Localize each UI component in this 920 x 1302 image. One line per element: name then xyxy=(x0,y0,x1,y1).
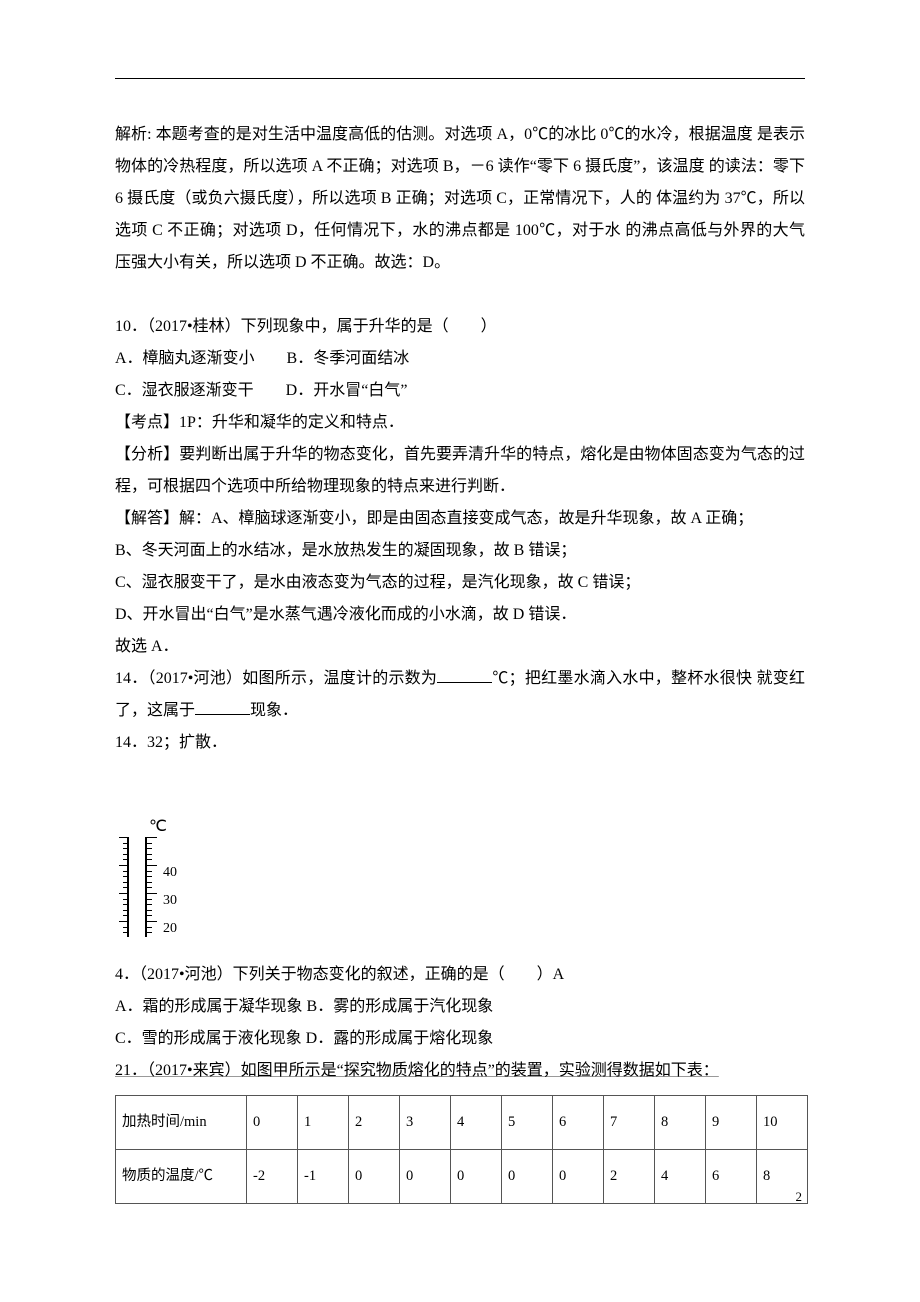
table-cell: 0 xyxy=(349,1150,400,1204)
thermometer-tick xyxy=(123,848,127,849)
question-10: 10．（2017•桂林）下列现象中，属于升华的是（ ） xyxy=(115,311,805,343)
solution-c: C、湿衣服变干了，是水由液态变为气态的过程，是汽化现象，故 C 错误； xyxy=(115,567,805,599)
table-cell: 10 xyxy=(757,1096,808,1150)
thermometer-label: 20 xyxy=(163,915,177,943)
table-cell: 7 xyxy=(604,1096,655,1150)
experiment-data-table: 加热时间/min012345678910物质的温度/℃-2-1000002468 xyxy=(115,1095,808,1204)
answer-14: 14．32；扩散． xyxy=(115,727,805,759)
thermometer-tick xyxy=(147,927,152,928)
exam-point: 【考点】1P：升华和凝华的定义和特点． xyxy=(115,407,805,439)
page-number: 2 xyxy=(796,1184,803,1210)
thermometer-tick xyxy=(119,893,127,894)
header-rule xyxy=(115,78,805,79)
solution-a: 【解答】解：A、樟脑球逐渐变小，即是由固态直接变成气态，故是升华现象，故 A 正… xyxy=(115,503,805,535)
thermometer: ℃ 403020 xyxy=(119,815,189,943)
thermometer-unit: ℃ xyxy=(149,811,167,843)
thermometer-tick xyxy=(147,887,152,888)
thermometer-tick xyxy=(123,871,127,872)
table-cell: 5 xyxy=(502,1096,553,1150)
thermometer-tick xyxy=(123,859,127,860)
thermometer-tick xyxy=(119,837,127,838)
thermometer-tick xyxy=(123,876,127,877)
table-cell: 2 xyxy=(604,1150,655,1204)
thermometer-tick xyxy=(147,843,152,844)
analysis: 【分析】要判断出属于升华的物态变化，首先要弄清升华的特点，熔化是由物体固态变为气… xyxy=(115,439,805,503)
thermometer-tick xyxy=(123,854,127,855)
table-row-label: 加热时间/min xyxy=(116,1096,247,1150)
thermometer-tick xyxy=(123,910,127,911)
table-cell: 0 xyxy=(553,1150,604,1204)
solution-d: D、开水冒出“白气”是水蒸气遇冷液化而成的小水滴，故 D 错误． xyxy=(115,599,805,631)
thermometer-figure: ℃ 403020 xyxy=(119,815,805,943)
thermometer-tick xyxy=(123,932,127,933)
thermometer-tick xyxy=(147,899,152,900)
table-cell: 0 xyxy=(247,1096,298,1150)
thermometer-tick xyxy=(123,882,127,883)
table-cell: 4 xyxy=(655,1150,706,1204)
thermometer-tick xyxy=(147,932,152,933)
table-row: 物质的温度/℃-2-1000002468 xyxy=(116,1150,808,1204)
spacer xyxy=(115,279,805,311)
table-cell: 0 xyxy=(451,1150,502,1204)
q14-text-a: 14．（2017•河池）如图所示，温度计的示数为 xyxy=(115,670,437,687)
thermometer-tick xyxy=(147,871,152,872)
table-cell: 3 xyxy=(400,1096,451,1150)
document-page: 解析: 本题考查的是对生活中温度高低的估测。对选项 A，0℃的冰比 0℃的水冷，… xyxy=(0,0,920,1234)
thermometer-tick xyxy=(123,899,127,900)
thermometer-tick xyxy=(123,843,127,844)
fill-blank xyxy=(437,666,492,683)
table-body: 加热时间/min012345678910物质的温度/℃-2-1000002468 xyxy=(116,1096,808,1204)
table-cell: -1 xyxy=(298,1150,349,1204)
thermometer-tick xyxy=(147,882,152,883)
solution-answer: 故选 A． xyxy=(115,631,805,663)
thermometer-tick xyxy=(123,927,127,928)
fill-blank xyxy=(195,698,250,715)
thermometer-tick xyxy=(147,876,152,877)
thermometer-tick xyxy=(147,915,152,916)
table-cell: 0 xyxy=(502,1150,553,1204)
question-21: 21．（2017•来宾）如图甲所示是“探究物质熔化的特点”的装置，实验测得数据如… xyxy=(115,1055,805,1087)
table-cell: 1 xyxy=(298,1096,349,1150)
thermometer-tick xyxy=(119,865,127,866)
text-line: 解析: 本题考查的是对生活中温度高低的估测。对选项 A，0℃的冰比 0℃的水冷，… xyxy=(115,126,753,143)
table-cell: 6 xyxy=(706,1150,757,1204)
question-4: 4．（2017•河池）下列关于物态变化的叙述，正确的是（ ）A xyxy=(115,959,805,991)
q14-text-d: 现象． xyxy=(250,702,298,719)
table-row-label: 物质的温度/℃ xyxy=(116,1150,247,1204)
thermometer-tick xyxy=(147,893,157,894)
thermometer-tick xyxy=(147,837,157,838)
table-cell: 8 xyxy=(655,1096,706,1150)
question-4-options-ab: A．霜的形成属于凝华现象 B．雾的形成属于汽化现象 xyxy=(115,991,805,1023)
thermometer-tube-left xyxy=(127,837,129,937)
thermometer-tick xyxy=(123,904,127,905)
thermometer-tick xyxy=(147,854,152,855)
question-4-options-cd: C．雪的形成属于液化现象 D．露的形成属于熔化现象 xyxy=(115,1023,805,1055)
question-14: 14．（2017•河池）如图所示，温度计的示数为 ℃；把红墨水滴入水中，整杯水很快… xyxy=(115,663,805,727)
thermometer-tick xyxy=(147,865,157,866)
thermometer-tick xyxy=(123,887,127,888)
thermometer-label: 30 xyxy=(163,887,177,915)
solution-b: B、冬天河面上的水结冰，是水放热发生的凝固现象，故 B 错误； xyxy=(115,535,805,567)
table-cell: 4 xyxy=(451,1096,502,1150)
question-10-options-cd: C．湿衣服逐渐变干 D．开水冒“白气” xyxy=(115,375,805,407)
thermometer-tick xyxy=(147,859,152,860)
table-cell: -2 xyxy=(247,1150,298,1204)
q14-text-b: ℃；把红墨水滴入水中，整杯水很快 xyxy=(492,670,752,687)
table-cell: 0 xyxy=(400,1150,451,1204)
thermometer-label: 40 xyxy=(163,859,177,887)
table-cell: 9 xyxy=(706,1096,757,1150)
thermometer-tick xyxy=(123,915,127,916)
analysis-text: 解析: 本题考查的是对生活中温度高低的估测。对选项 A，0℃的冰比 0℃的水冷，… xyxy=(115,119,805,279)
thermometer-tick xyxy=(147,904,152,905)
table-cell: 6 xyxy=(553,1096,604,1150)
table-cell: 2 xyxy=(349,1096,400,1150)
thermometer-tick xyxy=(119,921,127,922)
thermometer-tick xyxy=(147,910,152,911)
spacer xyxy=(115,759,805,791)
question-10-options-ab: A．樟脑丸逐渐变小 B．冬季河面结冰 xyxy=(115,343,805,375)
table-row: 加热时间/min012345678910 xyxy=(116,1096,808,1150)
thermometer-tick xyxy=(147,921,157,922)
thermometer-tick xyxy=(147,848,152,849)
